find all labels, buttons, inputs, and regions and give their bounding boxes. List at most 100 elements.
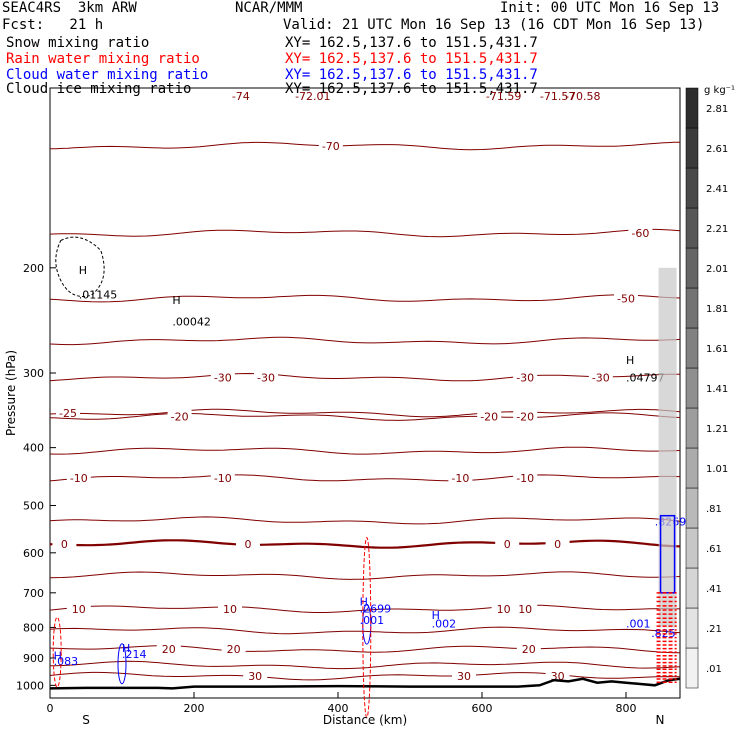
extremum-label: H: [360, 595, 368, 608]
top-contour-label: -71.59: [486, 90, 521, 103]
colorbar-segment: [685, 567, 699, 609]
contour-label: 30: [457, 670, 471, 683]
contour-label: 0: [554, 538, 561, 551]
contour-line: [49, 372, 681, 382]
contour-label: 20: [522, 643, 536, 656]
colorbar-tick-label: 2.61: [706, 144, 728, 155]
snow-contour: [55, 236, 105, 297]
y-tick-label: 300: [23, 367, 44, 380]
y-tick-label: 600: [23, 547, 44, 560]
contour-label: 0: [245, 538, 252, 551]
contour-label: -10: [516, 472, 534, 485]
chart-title-center: NCAR/MMM: [235, 0, 303, 16]
contour-label-bg: [513, 409, 538, 423]
y-tick-label: 1000: [16, 679, 44, 692]
colorbar-tick-label: 1.21: [706, 424, 728, 435]
extremum-label: H: [79, 264, 87, 277]
chart-title-left: SEAC4RS 3km ARW: [2, 0, 137, 16]
extremum-label: H: [54, 649, 62, 662]
rain-water-contour: [362, 536, 372, 718]
colorbar-segment: [685, 247, 699, 289]
contour-line: [49, 228, 681, 238]
contour-label: -30: [257, 371, 275, 384]
temperature-contours: -70 -60 -50 -30 -30 -30 -30 -25 -20 -20 -20 -10 -10 -…: [49, 90, 681, 683]
contour-line: [49, 446, 681, 455]
colorbar-segment: [685, 167, 699, 209]
contour-label: -10: [451, 472, 469, 485]
y-tick-label: 500: [23, 500, 44, 513]
contour-label-bg: [545, 537, 570, 551]
contour-label: -20: [171, 411, 189, 424]
contour-label-bg: [491, 601, 516, 615]
colorbar-tick-label: 1.81: [706, 304, 728, 315]
colorbar-unit: g kg⁻¹: [704, 85, 735, 96]
colorbar-segment: [685, 127, 699, 169]
contour-label-bg: [545, 669, 570, 683]
extremum-label: H: [122, 642, 130, 655]
field-name-rain: Rain water mixing ratio: [6, 51, 200, 67]
terrain-line: [49, 677, 681, 690]
x-tick-label: 200: [184, 702, 205, 715]
contour-label-bg: [513, 471, 538, 485]
rain-water-contour: [52, 616, 62, 688]
y-tick-label: 800: [23, 621, 44, 634]
contour-line: [49, 660, 681, 670]
contour-line: [49, 294, 681, 303]
contour-label: -10: [70, 472, 88, 485]
endpoint-label-south: S: [82, 713, 90, 727]
y-axis-label: Pressure (hPa): [4, 350, 18, 436]
contour-label: -30: [214, 371, 232, 384]
extremum-label: .214: [122, 648, 147, 661]
contour-line: [49, 412, 681, 421]
colorbar-segment: [685, 87, 699, 129]
contour-label-bg: [628, 226, 653, 240]
colorbar-tick-label: .81: [706, 504, 722, 515]
valid-time: Valid: 21 UTC Mon 16 Sep 13 (16 CDT Mon …: [283, 17, 705, 33]
colorbar-tick-label: .61: [706, 544, 722, 555]
contour-line: [49, 141, 681, 151]
contour-line: [49, 516, 681, 525]
extremum-label: .04797: [626, 372, 665, 385]
contour-line: [49, 645, 680, 654]
contour-label: -30: [592, 371, 610, 384]
contour-label: 10: [223, 603, 237, 616]
contour-label-bg: [495, 537, 520, 551]
contour-label-bg: [218, 601, 242, 615]
contour-label-bg: [243, 669, 268, 683]
forecast-hour: Fcst: 21 h: [2, 17, 104, 33]
contour-label-bg: [516, 642, 541, 656]
contour-label-bg: [318, 138, 343, 152]
field-name-snow: Snow mixing ratio: [6, 35, 150, 51]
colorbar-segment: [685, 407, 699, 449]
contour-label: -50: [617, 292, 635, 305]
plot-frame: [49, 87, 681, 699]
contour-label-bg: [477, 409, 502, 423]
top-contour-label: -74: [232, 90, 250, 103]
y-tick-label: 900: [23, 652, 44, 665]
extrema-labels: H.01145 H.00042H.04797H.002H.2699.001H.21…: [54, 264, 687, 668]
contour-label: -20: [516, 411, 534, 424]
colorbar-tick-label: 1.41: [706, 384, 728, 395]
field-xy-rain: XY= 162.5,137.6 to 151.5,431.7: [285, 51, 538, 67]
contour-label-bg: [452, 669, 476, 683]
cloud-water-contour: [117, 643, 127, 685]
contour-label: -60: [631, 227, 649, 240]
extremum-label: H: [626, 354, 634, 367]
contour-line: [49, 571, 681, 580]
axis-ticks: 0 200 400 600 800200300400500600700800900100…: [16, 262, 637, 715]
contour-label: 10: [72, 603, 86, 616]
contour-line: [49, 408, 681, 418]
top-contour-label: -72.01: [295, 90, 330, 103]
terrain-path: [49, 677, 681, 690]
x-tick-label: 0: [47, 702, 54, 715]
field-xy-snow: XY= 162.5,137.6 to 151.5,431.7: [285, 35, 538, 51]
colorbar: .01 .21 .41 .61 .81 1.01 1.21 1.41 1.61 1.81 2.01 2…: [685, 87, 728, 689]
contour-label-bg: [66, 601, 91, 615]
contour-label-bg: [156, 642, 181, 656]
contour-label-bg: [614, 291, 638, 305]
extremum-label: .002: [432, 617, 457, 630]
colorbar-segment: [685, 447, 699, 489]
contour-label: 0: [61, 538, 68, 551]
colorbar-segment: [685, 647, 699, 689]
